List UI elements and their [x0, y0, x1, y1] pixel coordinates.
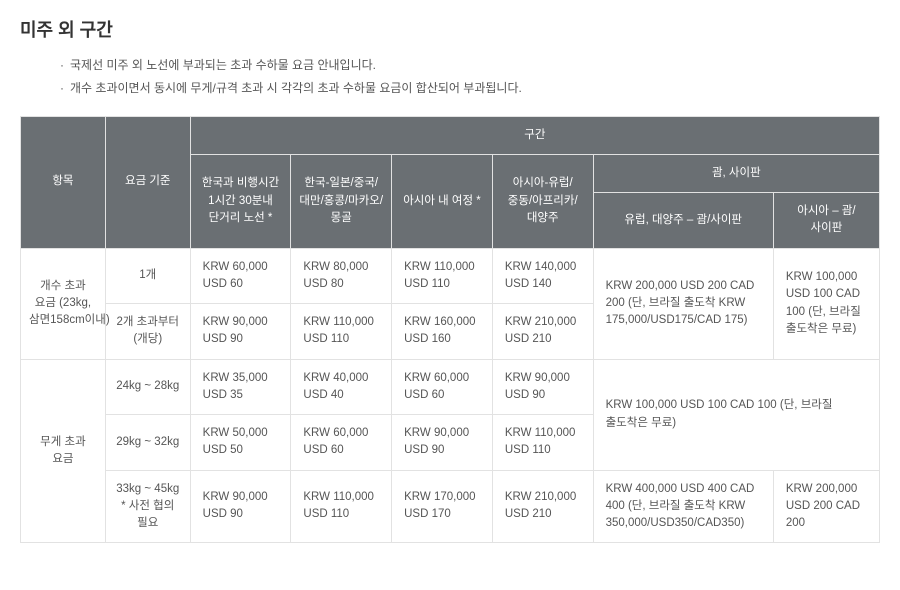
cell-value: KRW 90,000 USD 90 — [190, 304, 291, 360]
cell-basis: 24kg ~ 28kg — [105, 359, 190, 415]
th-guam-eu: 유럽, 대양주 – 괌/사이판 — [593, 193, 773, 249]
note-item: 국제선 미주 외 노선에 부과되는 초과 수하물 요금 안내입니다. — [60, 54, 880, 77]
th-item: 항목 — [21, 116, 106, 248]
cell-value: KRW 200,000 USD 200 CAD 200 — [773, 470, 879, 543]
row-label-count-excess: 개수 초과 요금 (23kg, 삼면158cm이내) — [21, 248, 106, 359]
cell-value: KRW 80,000 USD 80 — [291, 248, 392, 304]
th-jpcn: 한국-일본/중국/대만/홍콩/마카오/몽골 — [291, 154, 392, 248]
th-segment: 구간 — [190, 116, 879, 154]
cell-value: KRW 90,000 USD 90 — [190, 470, 291, 543]
cell-value: KRW 90,000 USD 90 — [392, 415, 493, 471]
table-row: 33kg ~ 45kg * 사전 협의 필요 KRW 90,000 USD 90… — [21, 470, 880, 543]
cell-basis: 29kg ~ 32kg — [105, 415, 190, 471]
cell-value: KRW 210,000 USD 210 — [492, 470, 593, 543]
cell-value: KRW 35,000 USD 35 — [190, 359, 291, 415]
page-title: 미주 외 구간 — [20, 16, 880, 42]
th-fee-basis: 요금 기준 — [105, 116, 190, 248]
cell-value: KRW 60,000 USD 60 — [291, 415, 392, 471]
cell-value: KRW 50,000 USD 50 — [190, 415, 291, 471]
table-row: 개수 초과 요금 (23kg, 삼면158cm이내) 1개 KRW 60,000… — [21, 248, 880, 304]
cell-value: KRW 400,000 USD 400 CAD 400 (단, 브라질 출도착 … — [593, 470, 773, 543]
cell-basis: 33kg ~ 45kg * 사전 협의 필요 — [105, 470, 190, 543]
th-eume: 아시아-유럽/중동/아프리카/대양주 — [492, 154, 593, 248]
fee-table: 항목 요금 기준 구간 한국과 비행시간 1시간 30분내 단거리 노선 * 한… — [20, 116, 880, 544]
th-guam-saipan: 괌, 사이판 — [593, 154, 879, 192]
cell-value: KRW 60,000 USD 60 — [190, 248, 291, 304]
cell-value: KRW 60,000 USD 60 — [392, 359, 493, 415]
cell-value: KRW 200,000 USD 200 CAD 200 (단, 브라질 출도착 … — [593, 248, 773, 359]
table-row: 무게 초과 요금 24kg ~ 28kg KRW 35,000 USD 35 K… — [21, 359, 880, 415]
cell-value: KRW 40,000 USD 40 — [291, 359, 392, 415]
cell-value: KRW 210,000 USD 210 — [492, 304, 593, 360]
cell-value: KRW 90,000 USD 90 — [492, 359, 593, 415]
cell-value: KRW 110,000 USD 110 — [291, 470, 392, 543]
cell-value: KRW 110,000 USD 110 — [392, 248, 493, 304]
cell-value: KRW 110,000 USD 110 — [291, 304, 392, 360]
cell-value: KRW 160,000 USD 160 — [392, 304, 493, 360]
cell-value: KRW 140,000 USD 140 — [492, 248, 593, 304]
th-guam-asia: 아시아 – 괌/사이판 — [773, 193, 879, 249]
th-asia: 아시아 내 여정 * — [392, 154, 493, 248]
cell-value: KRW 100,000 USD 100 CAD 100 (단, 브라질 출도착은… — [593, 359, 879, 470]
notes-list: 국제선 미주 외 노선에 부과되는 초과 수하물 요금 안내입니다. 개수 초과… — [20, 54, 880, 100]
cell-basis: 1개 — [105, 248, 190, 304]
note-item: 개수 초과이면서 동시에 무게/규격 초과 시 각각의 초과 수하물 요금이 합… — [60, 77, 880, 100]
cell-value: KRW 170,000 USD 170 — [392, 470, 493, 543]
row-label-weight-excess: 무게 초과 요금 — [21, 359, 106, 543]
cell-basis: 2개 초과부터 (개당) — [105, 304, 190, 360]
th-short: 한국과 비행시간 1시간 30분내 단거리 노선 * — [190, 154, 291, 248]
cell-value: KRW 100,000 USD 100 CAD 100 (단, 브라질 출도착은… — [773, 248, 879, 359]
cell-value: KRW 110,000 USD 110 — [492, 415, 593, 471]
